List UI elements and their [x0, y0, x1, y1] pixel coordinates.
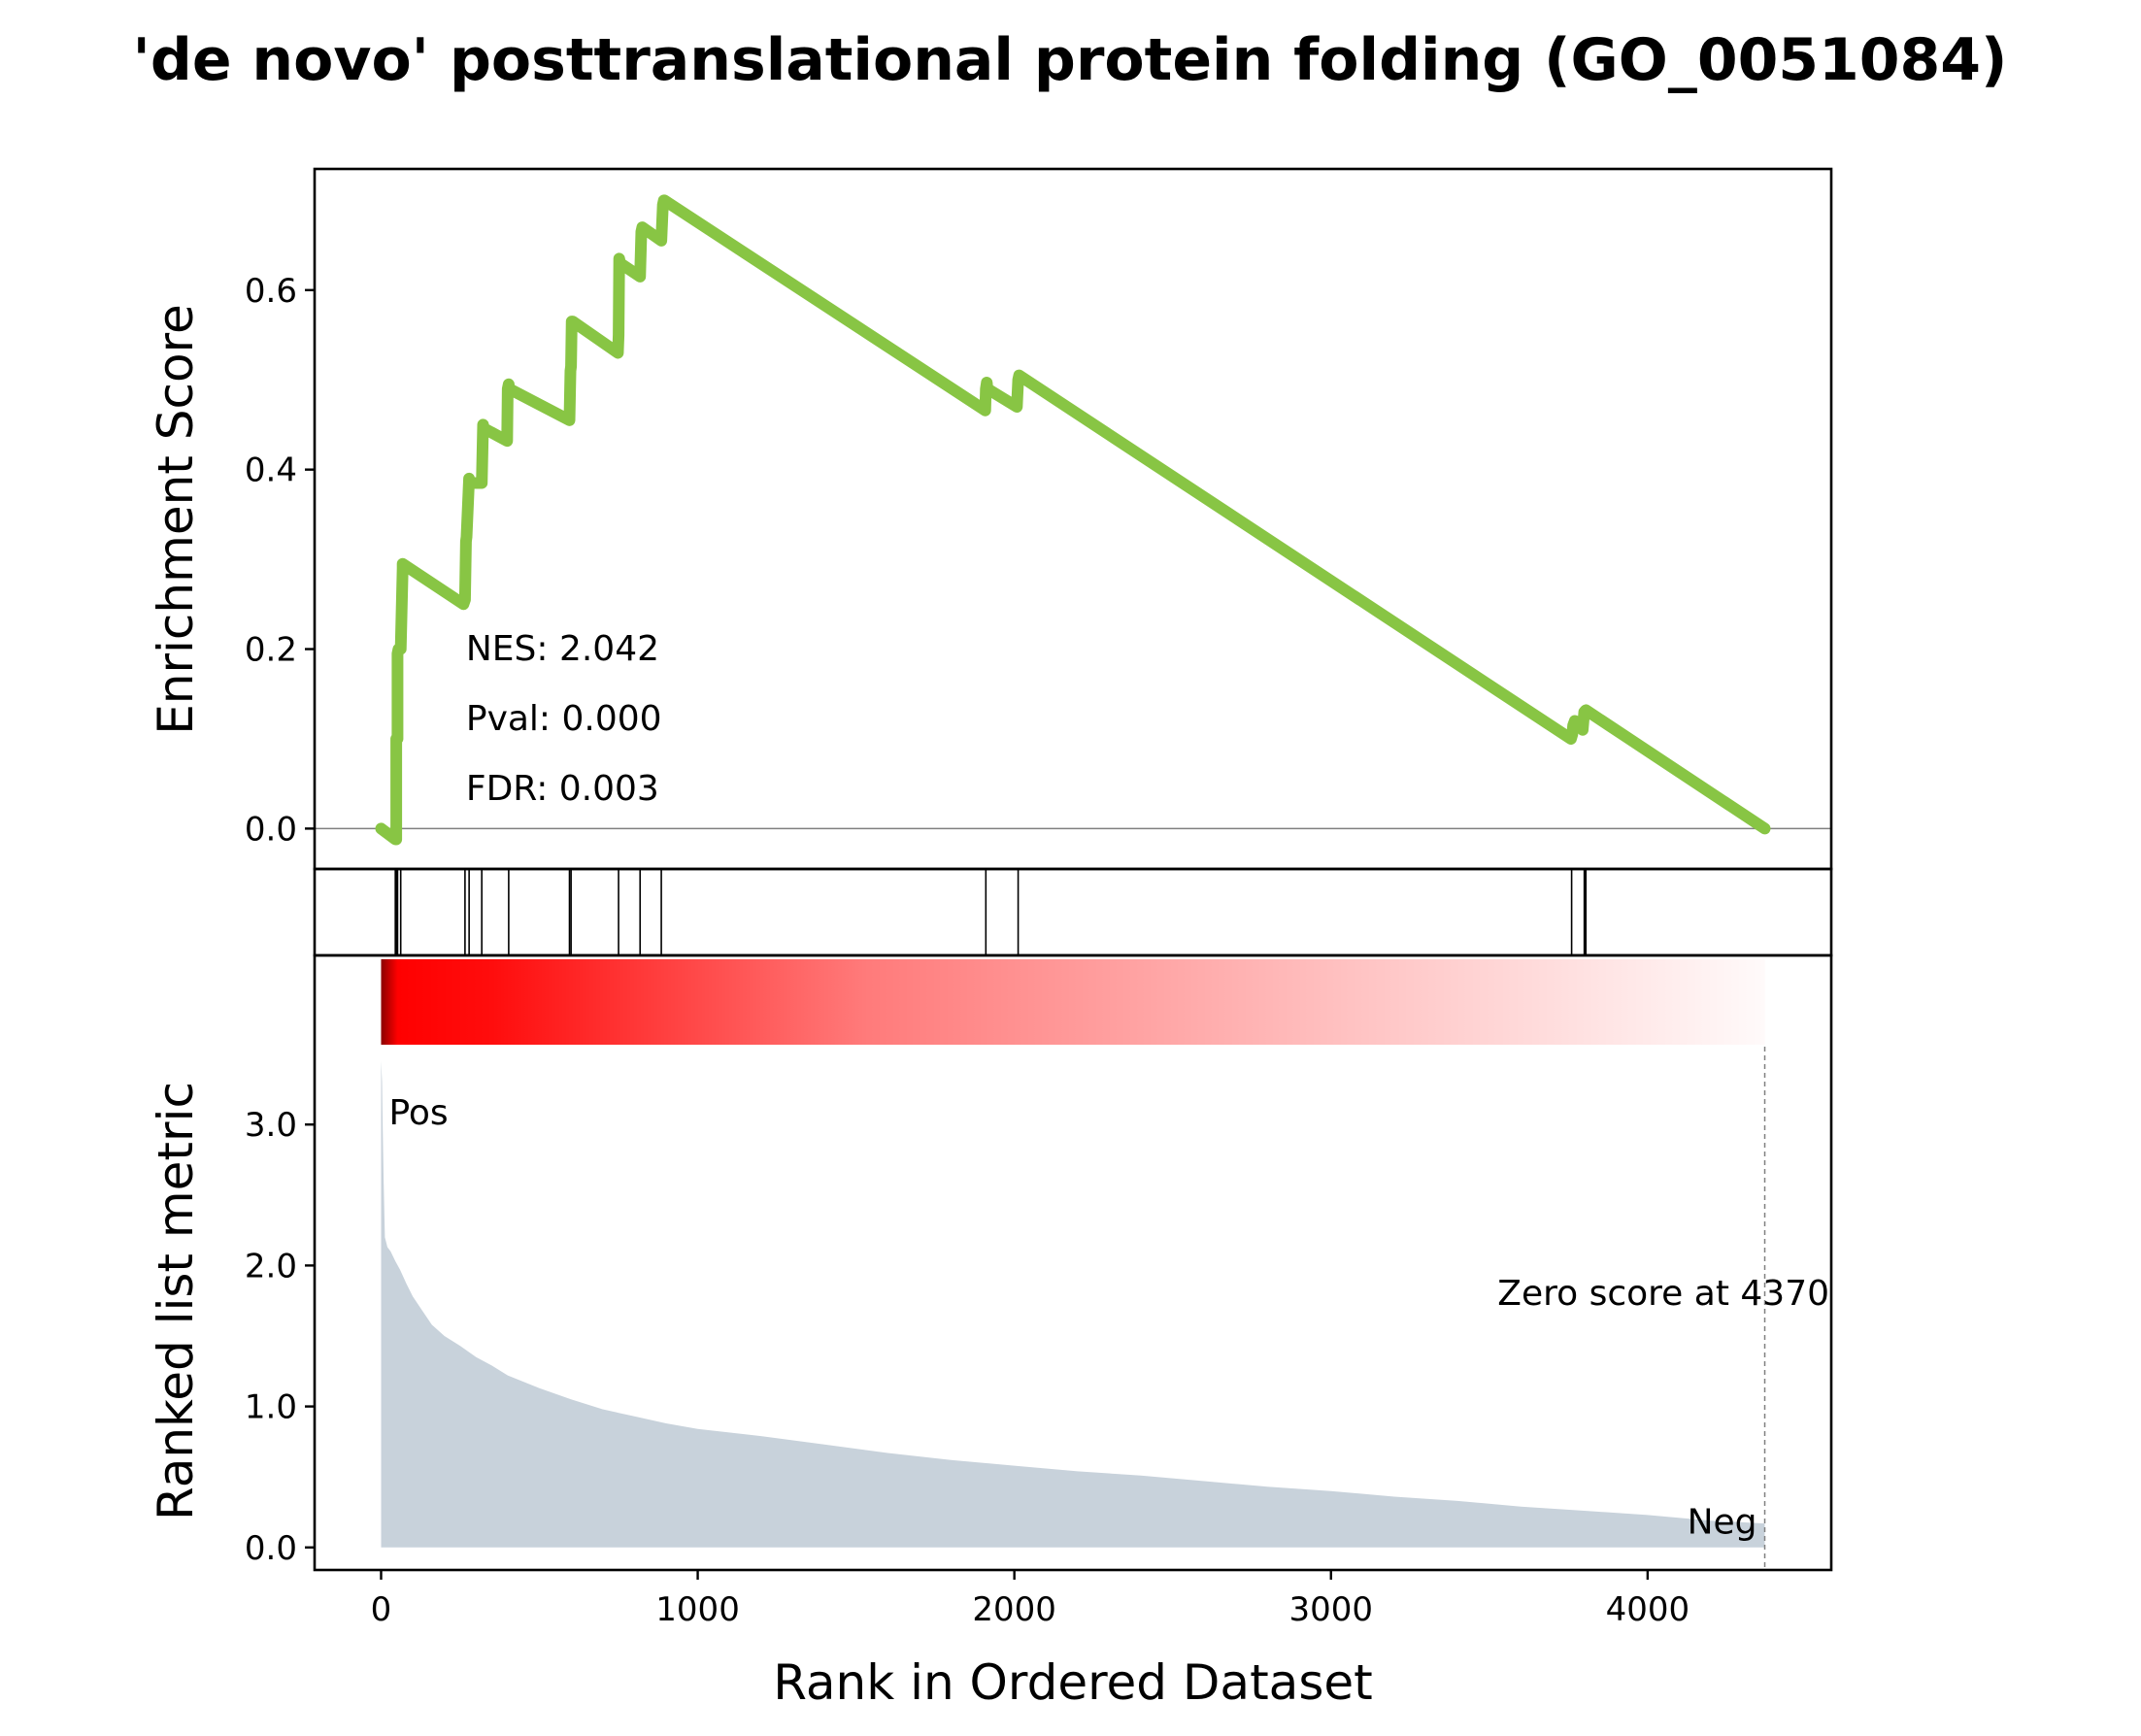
ranked-panel: Zero score at 4370 Pos Neg 0.01.02.03.0 …: [148, 953, 1833, 1711]
y-tick-label: 0.6: [245, 272, 297, 311]
ranked-ylabel: Ranked list metric: [148, 1082, 204, 1520]
y-tick-label: 3.0: [245, 1106, 297, 1145]
chart-title: 'de novo' posttranslational protein fold…: [133, 26, 2008, 94]
stat-annotation: NES: 2.042: [466, 629, 659, 669]
y-tick-label: 0.2: [245, 631, 297, 670]
stat-annotation: Pval: 0.000: [466, 699, 662, 739]
pos-label: Pos: [388, 1093, 448, 1133]
ranked-metric-area: [381, 1060, 1765, 1548]
x-tick-label: 4000: [1606, 1590, 1690, 1629]
hits-axes-frame: [313, 867, 1833, 957]
enrichment-panel: NES: 2.042 Pval: 0.000 FDR: 0.003 0.0 0.2 0.…: [148, 167, 1833, 871]
hits-panel: [313, 867, 1833, 957]
zero-score-label: Zero score at 4370: [1497, 1274, 1829, 1314]
y-tick-label: 1.0: [245, 1388, 297, 1427]
ranked-axes-frame: [313, 953, 1833, 1572]
enrichment-ylabel: Enrichment Score: [148, 304, 204, 735]
neg-label: Neg: [1688, 1502, 1757, 1542]
ranking-heatmap-bar: [381, 959, 1765, 1045]
y-tick-label: 2.0: [245, 1247, 297, 1285]
x-tick-label: 0: [371, 1590, 392, 1629]
enrichment-score-line: [375, 194, 1771, 846]
x-tick-label: 3000: [1289, 1590, 1374, 1629]
x-tick-label: 2000: [972, 1590, 1056, 1629]
enrichment-axes-frame: [313, 167, 1833, 871]
y-tick-label: 0.0: [245, 810, 297, 849]
y-tick-label: 0.4: [245, 451, 297, 490]
stat-annotation: FDR: 0.003: [466, 769, 659, 809]
x-axis-label: Rank in Ordered Dataset: [773, 1654, 1372, 1711]
x-tick-label: 1000: [655, 1590, 740, 1629]
y-tick-label: 0.0: [245, 1529, 297, 1568]
